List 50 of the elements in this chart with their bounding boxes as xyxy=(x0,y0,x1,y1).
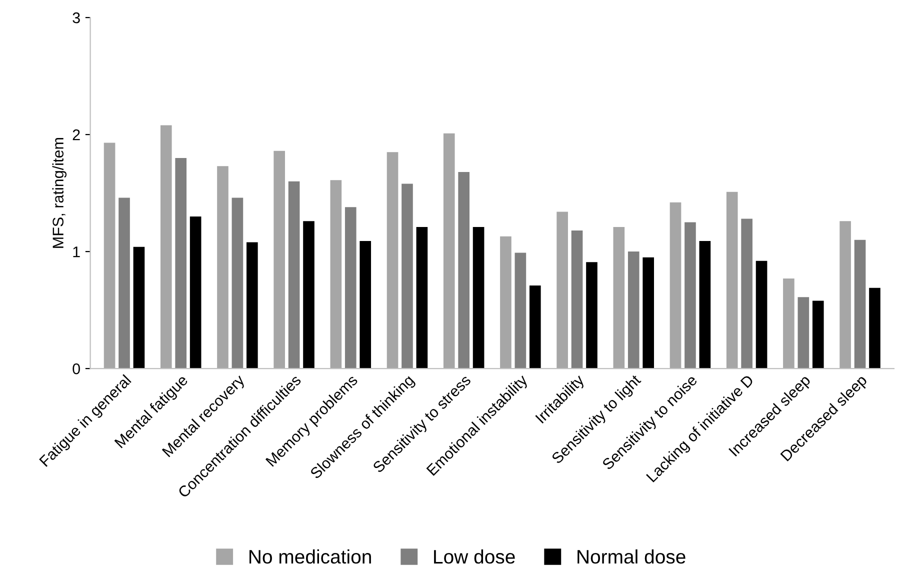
bar xyxy=(500,236,512,369)
bar xyxy=(303,221,314,369)
y-tick-label: 0 xyxy=(72,363,80,374)
bar xyxy=(726,192,738,369)
legend-label: Normal dose xyxy=(578,549,686,564)
bar xyxy=(756,260,768,369)
bar xyxy=(613,226,625,369)
bar xyxy=(118,198,130,369)
bar xyxy=(642,257,654,369)
bar xyxy=(529,285,541,369)
bar xyxy=(386,152,398,369)
bar xyxy=(869,288,880,369)
y-tick-label: 3 xyxy=(72,12,80,24)
bar xyxy=(472,226,484,369)
bar xyxy=(741,218,752,369)
bar xyxy=(514,252,526,369)
bar xyxy=(586,262,598,369)
bar xyxy=(783,278,794,369)
bar xyxy=(246,242,258,369)
bar xyxy=(699,241,711,369)
bar xyxy=(160,125,172,369)
bar xyxy=(344,207,356,369)
bar xyxy=(360,241,372,369)
bar xyxy=(402,184,413,369)
y-tick-label: 2 xyxy=(72,129,80,140)
legend-label: No medication xyxy=(250,549,371,564)
bar xyxy=(274,150,285,369)
bar xyxy=(217,166,228,369)
bar xyxy=(628,252,640,369)
y-tick-label: 1 xyxy=(73,246,80,258)
bar xyxy=(416,226,428,369)
bar xyxy=(288,181,300,369)
bar xyxy=(812,300,824,369)
bar xyxy=(798,297,810,369)
bar xyxy=(175,158,187,369)
bar xyxy=(190,216,202,369)
y-axis-title: MFS, rating/item xyxy=(52,138,67,248)
bar xyxy=(330,180,342,369)
bar xyxy=(133,246,145,369)
bar xyxy=(556,212,568,369)
bar xyxy=(104,142,116,369)
legend-label: Low dose xyxy=(434,549,515,564)
bar xyxy=(684,222,696,369)
bar xyxy=(854,240,866,369)
bar xyxy=(840,221,851,369)
bar xyxy=(443,133,455,369)
bar xyxy=(232,198,244,369)
bar xyxy=(571,230,583,369)
bar xyxy=(670,202,682,369)
bar xyxy=(458,172,470,369)
